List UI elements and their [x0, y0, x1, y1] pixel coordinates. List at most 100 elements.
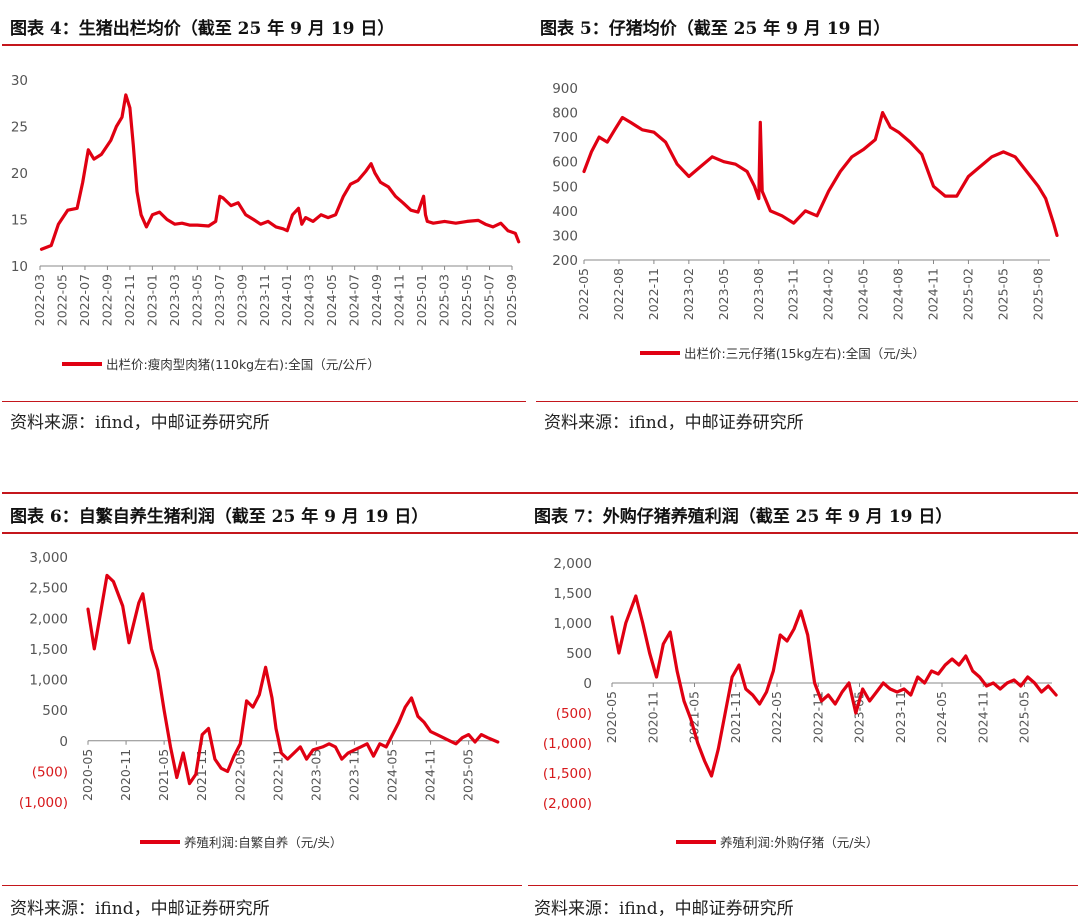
chart-7-plot: (2,000) (1,500) (1,000) (500) 0 500 1,000 1,500… [543, 556, 1058, 850]
x-tick-label: 2025-02 [960, 268, 975, 320]
y-tick-label: 800 [552, 106, 578, 122]
x-tick-label: 2024-03 [302, 274, 317, 326]
y-tick-label: 900 [552, 81, 578, 97]
y-tick-label: 700 [552, 130, 578, 146]
x-tick-label: 2025-05 [461, 749, 476, 801]
x-tick-label: 2024-08 [891, 268, 906, 320]
y-tick-label: 1,500 [29, 642, 68, 658]
x-tick-label: 2025-08 [1030, 268, 1045, 320]
chart-6-source: 资料来源：ifind，中邮证券研究所 [10, 899, 270, 919]
x-tick-label: 2022-08 [611, 268, 626, 320]
chart-4-plot: 10 15 20 25 30 2022-03 2022-05 2022-07 2022-09 20… [11, 73, 521, 372]
x-tick-label: 2022-11 [810, 691, 825, 743]
y-tick-label: 600 [552, 155, 578, 171]
x-tick-label: 2023-11 [786, 268, 801, 320]
legend-label: 养殖利润:自繁自养（元/头） [184, 835, 342, 850]
chart-7-source: 资料来源：ifind，中邮证券研究所 [534, 899, 794, 919]
chart-5-source: 资料来源：ifind，中邮证券研究所 [544, 413, 804, 433]
y-tick-label: 1,500 [553, 586, 592, 602]
x-tick-label: 2023-09 [234, 274, 249, 326]
y-tick-label: 500 [42, 703, 68, 719]
y-tick-label: 200 [552, 253, 578, 269]
y-tick-label: (1,000) [19, 795, 68, 811]
x-tick-label: 2021-05 [156, 749, 171, 801]
x-tick-label: 2023-11 [346, 749, 361, 801]
x-tick-label: 2022-05 [232, 749, 247, 801]
y-tick-label: 1,000 [29, 673, 68, 689]
series-line [39, 93, 521, 251]
y-tick-label: 2,000 [29, 611, 68, 627]
top-rule [2, 44, 1078, 46]
y-tick-label: 400 [552, 204, 578, 220]
x-tick-label: 2025-07 [482, 274, 497, 326]
x-tick-label: 2020-11 [645, 691, 660, 743]
x-tick-label: 2023-07 [212, 274, 227, 326]
x-tick-label: 2020-05 [80, 749, 95, 801]
chart-6-title: 图表 6：自繁自养生猪利润（截至 25 年 9 月 19 日） [10, 507, 429, 527]
y-tick-label: (2,000) [543, 796, 592, 812]
x-tick-label: 2025-05 [1017, 691, 1032, 743]
x-tick-label: 2024-09 [369, 274, 384, 326]
x-tick-label: 2023-05 [189, 274, 204, 326]
x-tick-label: 2024-05 [856, 268, 871, 320]
x-tick-label: 2025-01 [414, 274, 429, 326]
chart-4-source: 资料来源：ifind，中邮证券研究所 [10, 413, 270, 433]
x-tick-label: 2023-02 [681, 268, 696, 320]
x-tick-label: 2024-05 [385, 749, 400, 801]
chart-7-bottom-rule [528, 885, 1078, 886]
x-tick-label: 2024-02 [821, 268, 836, 320]
x-tick-label: 2020-11 [118, 749, 133, 801]
chart-4-bottom-rule [2, 401, 526, 402]
x-tick-label: 2022-11 [646, 268, 661, 320]
y-tick-label: (500) [32, 764, 68, 780]
y-tick-label: (500) [556, 706, 592, 722]
x-tick-label: 2024-07 [347, 274, 362, 326]
series-line [582, 110, 1059, 237]
legend-label: 出栏价:三元仔猪(15kg左右):全国（元/头） [684, 346, 925, 361]
y-tick-label: 0 [59, 734, 68, 750]
x-tick-label: 2024-11 [392, 274, 407, 326]
x-tick-label: 2024-11 [975, 691, 990, 743]
middle-rule [2, 492, 1078, 494]
x-tick-label: 2023-08 [751, 268, 766, 320]
x-tick-label: 2023-11 [257, 274, 272, 326]
x-tick-label: 2022-05 [769, 691, 784, 743]
x-tick-label: 2024-01 [279, 274, 294, 326]
y-tick-label: 25 [11, 120, 28, 136]
y-tick-label: 2,000 [553, 556, 592, 572]
series-line [86, 573, 500, 786]
x-tick-label: 2020-05 [604, 691, 619, 743]
x-tick-label: 2024-05 [324, 274, 339, 326]
y-tick-label: (1,500) [543, 766, 592, 782]
y-tick-label: 500 [566, 646, 592, 662]
x-tick-label: 2025-03 [437, 274, 452, 326]
x-tick-label: 2022-05 [54, 274, 69, 326]
series-line [610, 594, 1058, 778]
x-tick-label: 2023-05 [716, 268, 731, 320]
x-tick-label: 2024-11 [926, 268, 941, 320]
x-tick-label: 2022-11 [122, 274, 137, 326]
x-tick-label: 2022-05 [576, 268, 591, 320]
x-tick-label: 2022-09 [99, 274, 114, 326]
x-tick-label: 2025-09 [504, 274, 519, 326]
chart-6-plot: (1,000) (500) 0 500 1,000 1,500 2,000 2,500 3,00… [19, 550, 500, 850]
chart-5-title: 图表 5：仔猪均价（截至 25 年 9 月 19 日） [540, 19, 891, 39]
x-tick-label: 2024-05 [934, 691, 949, 743]
y-tick-label: 0 [583, 676, 592, 692]
y-tick-label: 30 [11, 73, 28, 89]
legend-label: 出栏价:瘦肉型肉猪(110kg左右):全国（元/公斤） [106, 357, 380, 372]
x-tick-label: 2022-11 [270, 749, 285, 801]
chart-6-bottom-rule [2, 885, 522, 886]
x-tick-label: 2022-03 [32, 274, 47, 326]
chart-7-title: 图表 7：外购仔猪养殖利润（截至 25 年 9 月 19 日） [534, 507, 953, 527]
y-tick-label: (1,000) [543, 736, 592, 752]
x-tick-label: 2024-11 [423, 749, 438, 801]
chart-4-title: 图表 4：生猪出栏均价（截至 25 年 9 月 19 日） [10, 19, 395, 39]
legend-label: 养殖利润:外购仔猪（元/头） [720, 835, 878, 850]
chart-5-plot: 200 300 400 500 600 700 800 900 2022-05 2022-08 20… [552, 81, 1059, 361]
x-tick-label: 2023-05 [308, 749, 323, 801]
x-tick-label: 2025-05 [995, 268, 1010, 320]
x-tick-label: 2025-05 [459, 274, 474, 326]
x-tick-label: 2022-07 [77, 274, 92, 326]
y-tick-label: 20 [11, 166, 28, 182]
